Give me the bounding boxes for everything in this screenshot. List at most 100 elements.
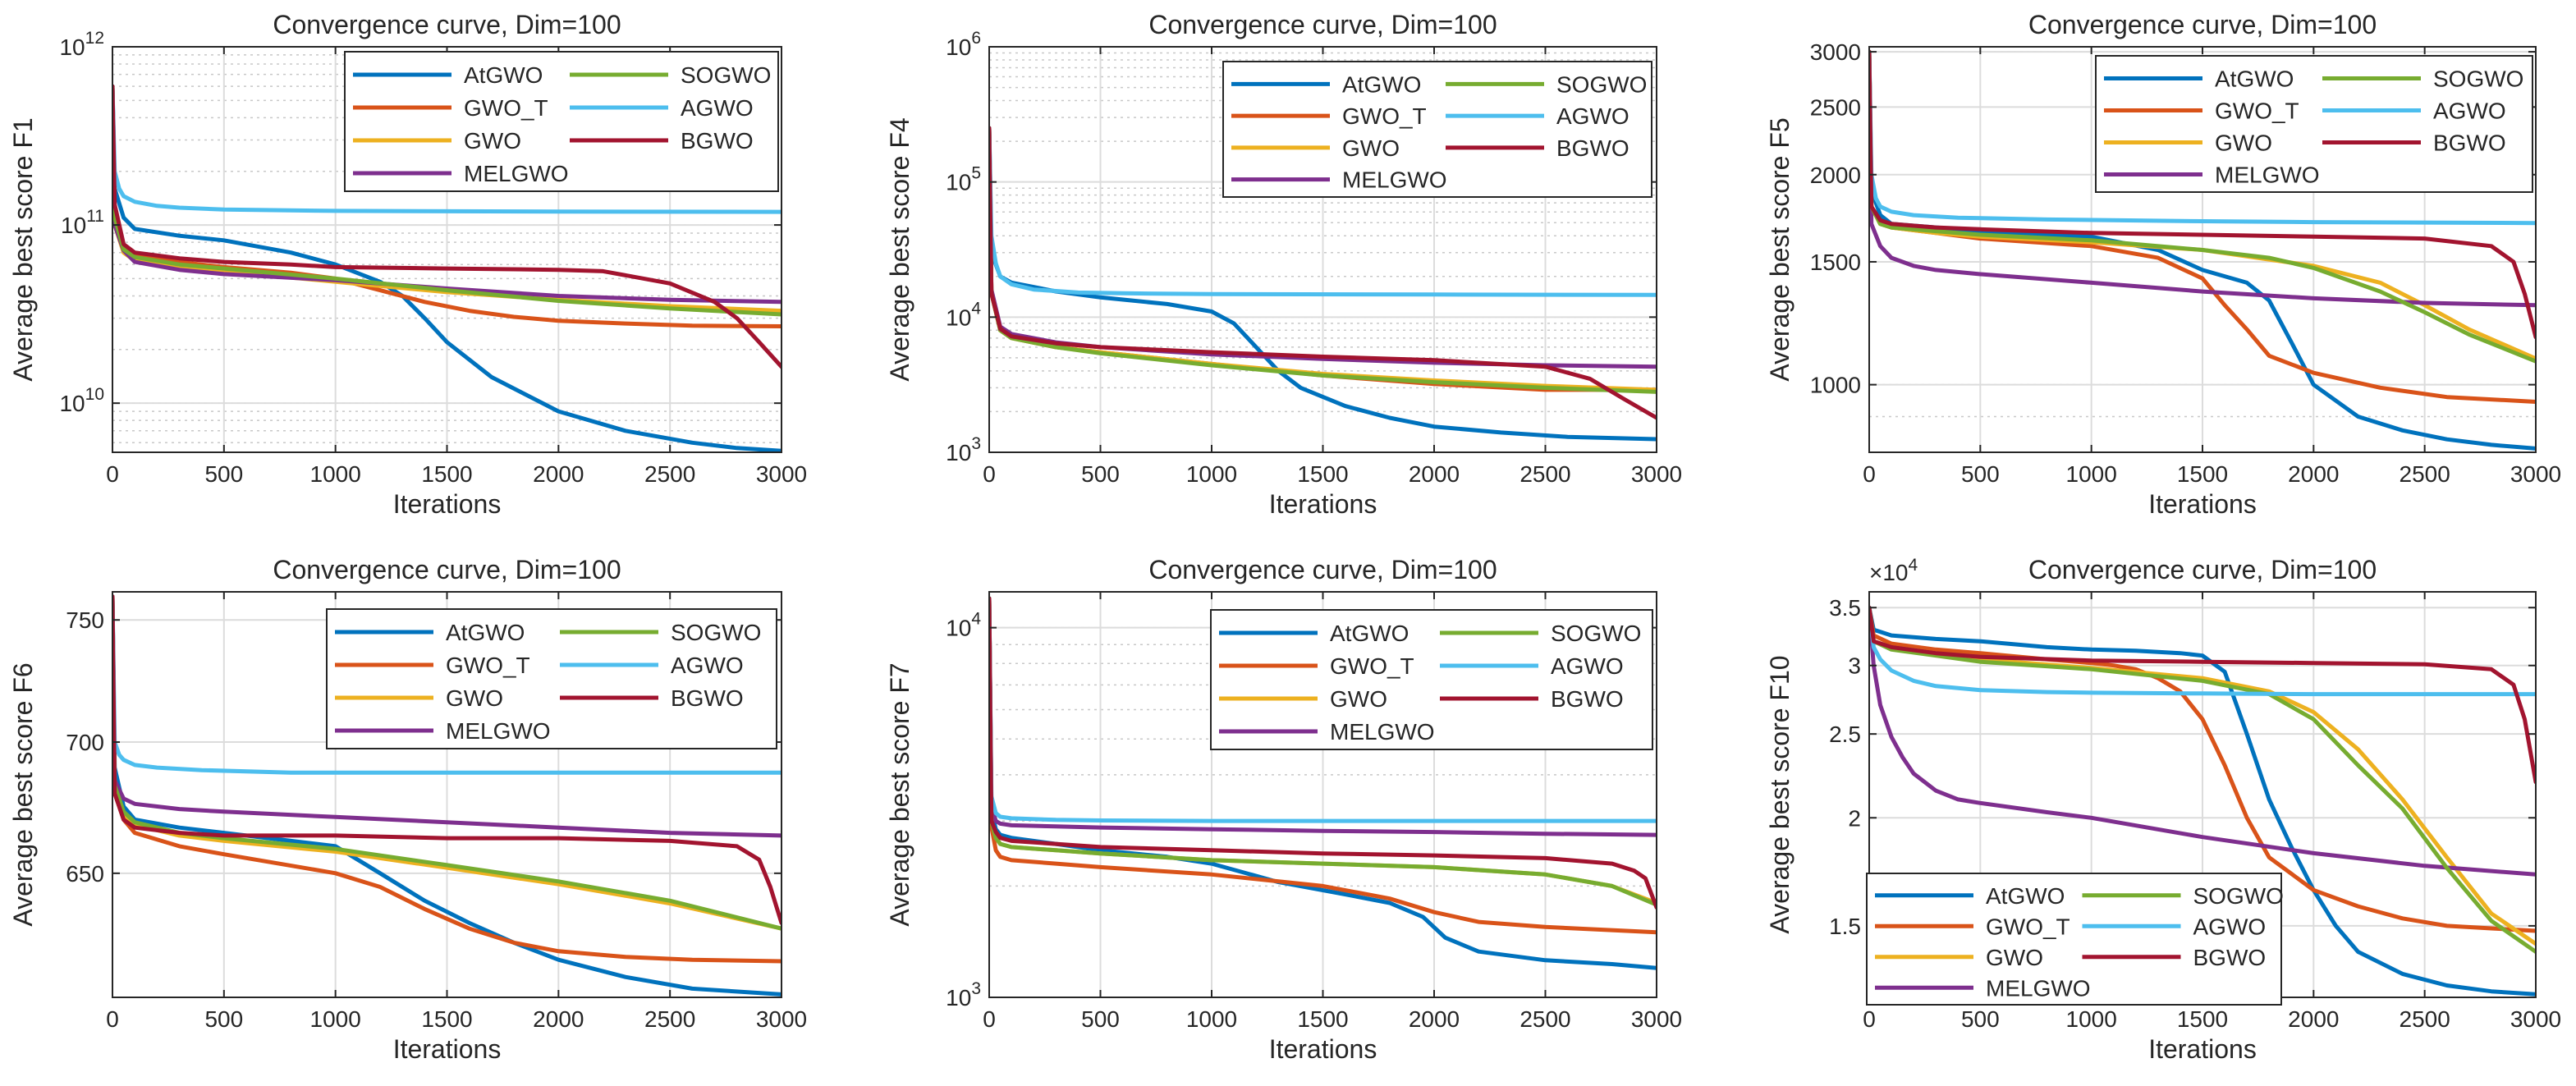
legend-item-bgwo: BGWO: [560, 685, 744, 711]
x-tick-label: 3000: [756, 461, 807, 487]
series-line-melgwo: [1869, 605, 2536, 877]
series-group: [989, 126, 1657, 442]
y-tick-label: 700: [66, 730, 104, 755]
legend-item-bgwo: BGWO: [570, 128, 754, 154]
y-tick-label: 650: [66, 861, 104, 887]
legend-label: GWO: [1342, 135, 1400, 161]
legend-label: MELGWO: [1342, 167, 1447, 193]
series-line-bgwo: [112, 84, 782, 369]
legend-label: GWO_T: [446, 653, 530, 678]
x-tick-label: 1000: [2066, 1006, 2117, 1032]
x-ticks: 0 500 1000 1500 2000 2500 3000: [106, 47, 807, 487]
legend-item-agwo: AGWO: [1440, 653, 1624, 679]
legend-item-atgwo: AtGWO: [353, 62, 543, 88]
x-tick-label: 500: [204, 1006, 243, 1032]
legend-label: GWO_T: [1330, 653, 1414, 679]
x-axis-label: Iterations: [393, 1034, 502, 1064]
legend-item-agwo: AGWO: [2082, 914, 2266, 939]
legend-label: AtGWO: [2215, 66, 2294, 92]
x-tick-label: 2000: [1409, 1006, 1460, 1032]
y-tick-label: 2500: [1810, 94, 1861, 120]
x-ticks: 0 500 1000 1500 2000 2500 3000: [106, 592, 807, 1032]
series-line-agwo: [989, 596, 1657, 823]
legend-label: MELGWO: [464, 161, 569, 186]
legend-label: AGWO: [671, 653, 744, 678]
legend-label: SOGWO: [2433, 66, 2523, 92]
y-tick-label: 104: [946, 299, 981, 330]
legend-item-sogwo: SOGWO: [1440, 621, 1641, 646]
legend-label: GWO: [446, 685, 503, 711]
x-tick-label: 3000: [2510, 461, 2561, 487]
legend-label: GWO_T: [464, 95, 548, 121]
multiplier-exponent: 4: [1909, 556, 1918, 575]
chart-title: Convergence curve, Dim=100: [2028, 555, 2377, 584]
legend-label: GWO_T: [1342, 103, 1427, 129]
legend-item-melgwo: MELGWO: [1875, 975, 2091, 1001]
legend-item-bgwo: BGWO: [2322, 131, 2506, 156]
legend-item-agwo: AGWO: [560, 653, 744, 678]
legend-label: MELGWO: [1986, 975, 2091, 1001]
tick-base: 10: [946, 170, 971, 195]
legend-item-melgwo: MELGWO: [1219, 719, 1435, 745]
tick-exponent: 6: [971, 29, 981, 48]
legend: AtGWO GWO_T GWO MELGWO SOGWO AGWO BGWO: [326, 608, 777, 749]
series-line-melgwo: [989, 596, 1657, 837]
series-group: [112, 594, 782, 997]
legend: AtGWO GWO_T GWO MELGWO SOGWO AGWO BGWO: [1866, 873, 2284, 1006]
series-group: [112, 84, 782, 452]
legend-item-bgwo: BGWO: [1440, 686, 1624, 712]
series-group: [1869, 605, 2536, 997]
x-tick-label: 3000: [2510, 1006, 2561, 1032]
y-tick-label: 106: [946, 29, 981, 60]
legend-label: MELGWO: [1330, 719, 1435, 745]
legend-item-atgwo: AtGWO: [1231, 71, 1421, 97]
legend-label: GWO: [2215, 131, 2272, 156]
tick-base: 10: [61, 213, 86, 238]
x-axis-label: Iterations: [393, 489, 502, 519]
y-ticks: 1.5 2 2.5 3 3.5: [1829, 595, 2536, 939]
x-tick-label: 500: [1081, 1006, 1120, 1032]
legend-label: AGWO: [681, 95, 754, 121]
y-tick-label: 2: [1848, 805, 1861, 831]
legend-label: MELGWO: [446, 718, 551, 744]
tick-base: 10: [946, 34, 971, 60]
series-line-agwo: [112, 594, 782, 775]
y-axis-label: Average best score F7: [885, 662, 914, 926]
tick-base: 10: [59, 391, 85, 416]
chart-title: Convergence curve, Dim=100: [1148, 555, 1497, 584]
legend-label: GWO: [1986, 945, 2043, 970]
legend: AtGWO GWO_T GWO MELGWO SOGWO AGWO BGWO: [2095, 55, 2533, 193]
legend-item-agwo: AGWO: [1446, 103, 1629, 129]
x-tick-label: 2500: [644, 1006, 695, 1032]
y-tick-label: 3: [1848, 653, 1861, 679]
legend-item-bgwo: BGWO: [1446, 135, 1629, 161]
tick-exponent: 3: [971, 979, 981, 998]
y-tick-label: 1.5: [1829, 914, 1861, 939]
legend: AtGWO GWO_T GWO MELGWO SOGWO AGWO BGWO: [344, 51, 779, 192]
legend-item-melgwo: MELGWO: [2104, 163, 2320, 188]
legend-item-gwo_t: GWO_T: [353, 95, 548, 121]
tick-base: 10: [946, 616, 971, 641]
legend-item-melgwo: MELGWO: [335, 718, 551, 744]
legend-label: MELGWO: [2215, 163, 2320, 188]
x-tick-label: 0: [106, 1006, 119, 1032]
legend-item-melgwo: MELGWO: [1231, 167, 1447, 193]
x-tick-label: 2500: [1519, 461, 1570, 487]
series-line-bgwo: [1869, 49, 2536, 340]
x-tick-label: 2500: [2400, 1006, 2450, 1032]
legend-item-gwo: GWO: [335, 685, 503, 711]
x-axis-label: Iterations: [2148, 1034, 2257, 1064]
x-ticks: 0 500 1000 1500 2000 2500 3000: [983, 592, 1682, 1032]
legend-item-melgwo: MELGWO: [353, 161, 569, 186]
x-tick-label: 1000: [310, 1006, 361, 1032]
chart-title: Convergence curve, Dim=100: [1148, 10, 1497, 39]
legend-label: GWO_T: [2215, 99, 2299, 124]
legend-item-atgwo: AtGWO: [1875, 883, 2065, 909]
y-tick-label: 1010: [59, 385, 104, 416]
subplot-f6: 0 500 1000 1500 2000 2500 3000 650 700 750 Converg…: [8, 555, 807, 1064]
legend-item-gwo: GWO: [1875, 945, 2043, 970]
